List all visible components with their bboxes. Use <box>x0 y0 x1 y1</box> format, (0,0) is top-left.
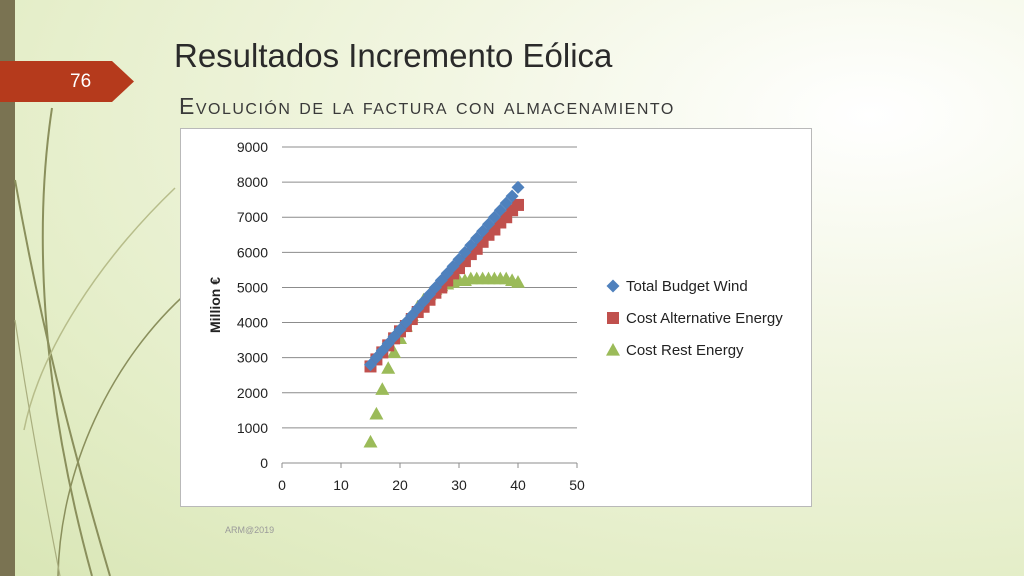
data-point-diamond <box>476 224 490 238</box>
data-point-diamond <box>470 231 484 245</box>
y-tick-label: 9000 <box>237 139 268 155</box>
legend-marker <box>606 279 620 293</box>
y-tick-label: 0 <box>260 455 268 471</box>
legend-marker <box>607 312 619 324</box>
legend-marker <box>606 343 620 356</box>
data-point-triangle <box>369 406 384 420</box>
x-tick-label: 0 <box>278 477 286 493</box>
slide-subtitle: Evolución de la factura con almacenamien… <box>179 93 675 119</box>
y-tick-label: 6000 <box>237 244 268 260</box>
slide-title: Resultados Incremento Eólica <box>174 37 613 74</box>
chart-container: 0 1000 2000 3000 4000 5000 6000 7000 8000 9000 0 10… <box>180 128 812 507</box>
legend-label: Cost Alternative Energy <box>626 310 783 327</box>
x-tick-label: 40 <box>510 477 526 493</box>
data-point-triangle <box>375 382 390 395</box>
y-tick-label: 4000 <box>237 315 268 331</box>
left-accent-bar <box>0 0 15 576</box>
decorative-lines <box>14 107 191 576</box>
data-point-triangle <box>387 345 402 358</box>
y-tick-label: 8000 <box>237 174 268 190</box>
data-point-triangle <box>381 361 396 374</box>
x-tick-label: 30 <box>451 477 467 493</box>
y-tick-label: 3000 <box>237 350 268 366</box>
data-point-square <box>512 198 524 211</box>
slide-number: 76 <box>70 71 92 92</box>
legend-label: Total Budget Wind <box>626 278 748 295</box>
x-tick-label: 50 <box>569 477 585 493</box>
y-axis-label: Million € <box>207 277 223 333</box>
y-tick-label: 5000 <box>237 279 268 295</box>
y-tick-label: 1000 <box>237 420 268 436</box>
x-tick-label: 20 <box>392 477 408 493</box>
y-tick-label: 2000 <box>237 385 268 401</box>
data-point-triangle <box>363 434 378 448</box>
y-tick-label: 7000 <box>237 209 268 225</box>
data-point-diamond <box>399 316 413 330</box>
slide-number-tag <box>0 61 134 102</box>
data-point-diamond <box>381 337 395 351</box>
data-point-diamond <box>393 323 407 337</box>
data-point-diamond <box>411 302 425 316</box>
scatter-chart: 0 1000 2000 3000 4000 5000 6000 7000 8000 9000 0 10… <box>207 139 783 493</box>
footer-credit: ARM@2019 <box>225 525 275 535</box>
data-point-diamond <box>505 189 519 203</box>
legend-label: Cost Rest Energy <box>626 342 744 359</box>
x-tick-label: 10 <box>333 477 349 493</box>
data-point-diamond <box>511 180 525 194</box>
data-point-triangle <box>511 275 525 288</box>
